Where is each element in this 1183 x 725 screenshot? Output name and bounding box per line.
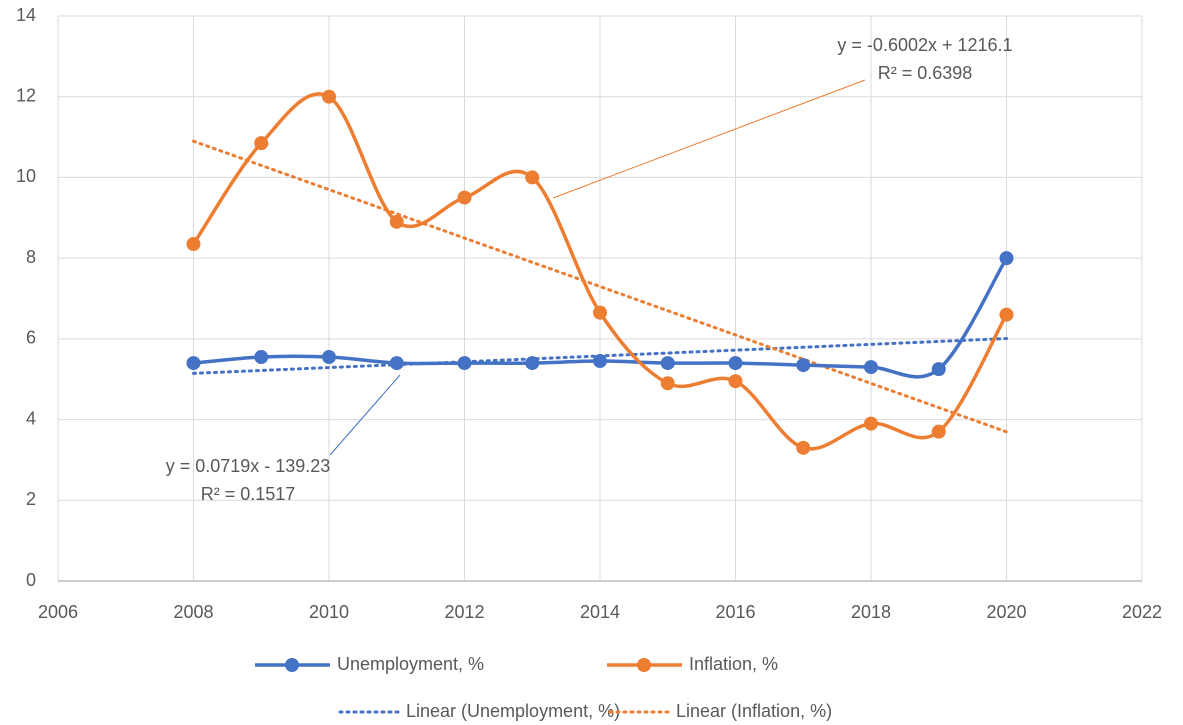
- data-point: [457, 356, 472, 371]
- data-point: [457, 190, 472, 205]
- data-point: [796, 440, 811, 455]
- data-point: [864, 416, 878, 431]
- data-point: [254, 350, 269, 365]
- data-point: [593, 305, 607, 320]
- data-point: [660, 356, 675, 371]
- data-point: [186, 237, 201, 252]
- x-tick-label: 2014: [580, 602, 620, 622]
- data-point: [931, 362, 946, 377]
- y-tick-label: 4: [26, 408, 36, 428]
- data-point: [864, 360, 878, 375]
- y-tick-label: 12: [16, 85, 36, 105]
- x-tick-label: 2008: [173, 602, 213, 622]
- data-point: [999, 251, 1014, 266]
- y-tick-label: 6: [26, 328, 36, 348]
- data-point: [796, 358, 811, 373]
- trend-r2: R² = 0.1517: [201, 484, 296, 504]
- data-point: [389, 214, 404, 229]
- trend-equation: y = -0.6002x + 1216.1: [837, 35, 1012, 55]
- y-tick-label: 8: [26, 247, 36, 267]
- axes: 0 2 4 6 8 10 12 14 2006 2008 2010 2012 2014 2016 2018 2…: [16, 5, 1162, 622]
- x-tick-label: 2012: [444, 602, 484, 622]
- data-point: [931, 424, 946, 439]
- legend-label: Linear (Inflation, %): [676, 701, 832, 721]
- y-tick-label: 2: [26, 489, 36, 509]
- data-point: [322, 89, 336, 104]
- data-point: [389, 356, 404, 371]
- data-point: [254, 136, 269, 151]
- x-tick-label: 2010: [309, 602, 349, 622]
- x-tick-label: 2020: [986, 602, 1026, 622]
- data-point: [525, 356, 540, 371]
- legend-label: Linear (Unemployment, %): [406, 701, 620, 721]
- legend-label: Unemployment, %: [337, 654, 484, 674]
- data-point: [322, 350, 336, 365]
- data-point: [999, 307, 1014, 322]
- data-point: [186, 356, 201, 371]
- trend-r2: R² = 0.6398: [878, 63, 973, 83]
- y-tick-label: 0: [26, 570, 36, 590]
- legend-marker: [285, 658, 299, 672]
- data-point: [525, 170, 540, 185]
- data-point: [728, 374, 743, 389]
- leader-line: [329, 374, 401, 456]
- data-point: [728, 356, 743, 371]
- legend-marker: [637, 658, 651, 672]
- x-tick-label: 2016: [715, 602, 755, 622]
- x-tick-label: 2022: [1122, 602, 1162, 622]
- x-tick-label: 2006: [38, 602, 78, 622]
- trend-equation: y = 0.0719x - 139.23: [166, 456, 331, 476]
- y-tick-label: 10: [16, 166, 36, 186]
- data-point: [593, 354, 607, 369]
- y-tick-label: 14: [16, 5, 36, 25]
- data-point: [660, 376, 675, 391]
- leader-line: [552, 79, 866, 199]
- x-tick-label: 2018: [851, 602, 891, 622]
- legend-label: Inflation, %: [689, 654, 778, 674]
